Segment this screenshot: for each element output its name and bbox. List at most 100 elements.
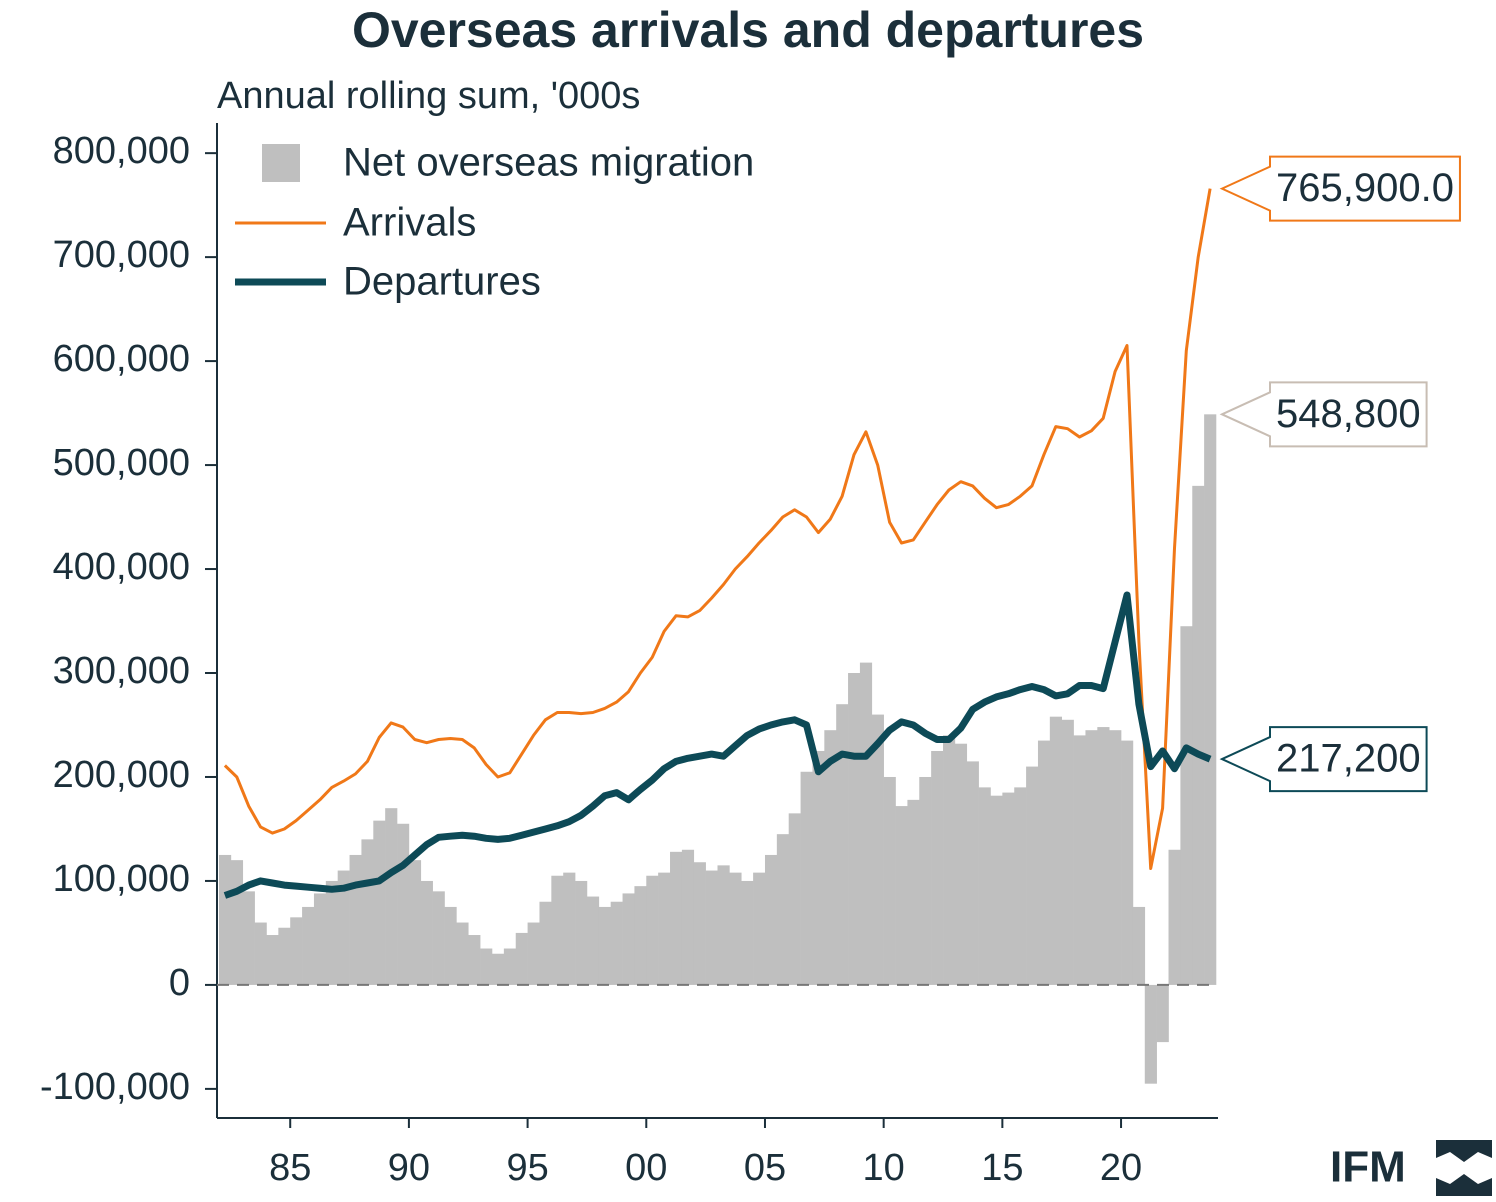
bar xyxy=(1121,740,1134,985)
bar xyxy=(420,880,433,985)
y-tick-label: -100,000 xyxy=(40,1066,190,1108)
bar xyxy=(693,862,706,985)
x-tick-label: 15 xyxy=(981,1147,1023,1189)
legend-item: Net overseas migration xyxy=(262,141,754,185)
bar xyxy=(1049,716,1063,985)
bar xyxy=(824,730,837,985)
callout-box xyxy=(1219,155,1461,222)
legend-swatch xyxy=(262,144,300,182)
bar xyxy=(468,935,481,985)
bar xyxy=(563,872,576,985)
bar xyxy=(729,872,742,985)
bar xyxy=(990,795,1003,985)
end-label: 217,200 xyxy=(1276,737,1421,781)
x-tick-label: 10 xyxy=(863,1147,905,1189)
legend-item: Departures xyxy=(235,260,541,304)
bar xyxy=(278,927,291,985)
legend-label: Arrivals xyxy=(343,201,476,245)
bar xyxy=(1192,485,1205,985)
bar xyxy=(1014,787,1027,985)
bar xyxy=(978,787,991,985)
bar xyxy=(515,932,528,985)
y-tick-label: 0 xyxy=(169,962,190,1004)
end-callout: 217,200 xyxy=(1219,726,1428,793)
bar xyxy=(586,896,600,985)
bar xyxy=(883,776,896,985)
bar xyxy=(1002,792,1015,985)
bar xyxy=(1097,727,1110,985)
bar xyxy=(313,893,327,985)
bar xyxy=(527,922,540,985)
legend-label: Net overseas migration xyxy=(343,141,754,185)
x-tick-label: 95 xyxy=(506,1147,548,1189)
bar xyxy=(1144,984,1157,1084)
bar xyxy=(966,761,979,985)
bar xyxy=(408,860,422,985)
bar xyxy=(551,875,564,985)
bar xyxy=(1168,849,1181,985)
y-tick-label: 600,000 xyxy=(53,338,190,380)
x-tick-label: 85 xyxy=(269,1147,311,1189)
bar xyxy=(219,854,232,985)
bar xyxy=(349,854,362,985)
y-tick-label: 200,000 xyxy=(53,754,190,796)
bar xyxy=(361,839,374,985)
bar xyxy=(717,865,730,985)
bar xyxy=(1026,766,1039,985)
x-tick-label: 20 xyxy=(1100,1147,1142,1189)
y-tick-label: 800,000 xyxy=(53,130,190,172)
bar xyxy=(1037,740,1051,985)
bar xyxy=(456,922,469,985)
bar xyxy=(598,906,611,985)
bar xyxy=(1156,984,1169,1043)
y-tick-label: 100,000 xyxy=(53,858,190,900)
x-tick-label: 05 xyxy=(744,1147,786,1189)
y-tick-label: 400,000 xyxy=(53,546,190,588)
bar xyxy=(741,880,754,985)
x-tick-label: 00 xyxy=(625,1147,667,1189)
chart-subtitle: Annual rolling sum, '000s xyxy=(217,75,640,117)
bar xyxy=(325,880,338,985)
bar xyxy=(764,854,778,985)
legend-label: Departures xyxy=(343,260,541,304)
bar xyxy=(622,893,635,985)
end-label: 548,800 xyxy=(1276,392,1421,436)
bar xyxy=(871,714,884,985)
bar xyxy=(290,917,303,985)
bar xyxy=(503,948,517,985)
bar xyxy=(646,875,659,985)
line xyxy=(223,591,1212,899)
end-label: 765,900.0 xyxy=(1276,166,1454,210)
bar xyxy=(931,750,944,985)
bar xyxy=(812,750,825,985)
bar xyxy=(1180,626,1193,985)
line xyxy=(223,188,1212,870)
bar xyxy=(859,662,873,985)
bar xyxy=(943,735,956,985)
bar xyxy=(634,886,647,985)
bar xyxy=(895,806,908,985)
bar xyxy=(753,872,766,985)
logo-icon xyxy=(1436,1140,1492,1196)
x-tick-label: 90 xyxy=(388,1147,430,1189)
bar xyxy=(1204,414,1217,985)
y-tick-label: 300,000 xyxy=(53,650,190,692)
bar xyxy=(491,953,505,985)
bar xyxy=(385,808,398,985)
bar xyxy=(1085,730,1098,985)
bar xyxy=(919,776,932,985)
bar xyxy=(705,870,718,985)
plot-area xyxy=(219,188,1217,1084)
bar xyxy=(444,906,457,985)
bar xyxy=(1061,719,1074,985)
bar xyxy=(575,880,588,985)
bar xyxy=(302,906,315,985)
bar xyxy=(954,743,968,985)
logo: IFM xyxy=(1330,1140,1492,1196)
bar xyxy=(658,872,671,985)
bar xyxy=(836,704,849,985)
bar xyxy=(539,901,552,985)
bar xyxy=(432,891,445,985)
